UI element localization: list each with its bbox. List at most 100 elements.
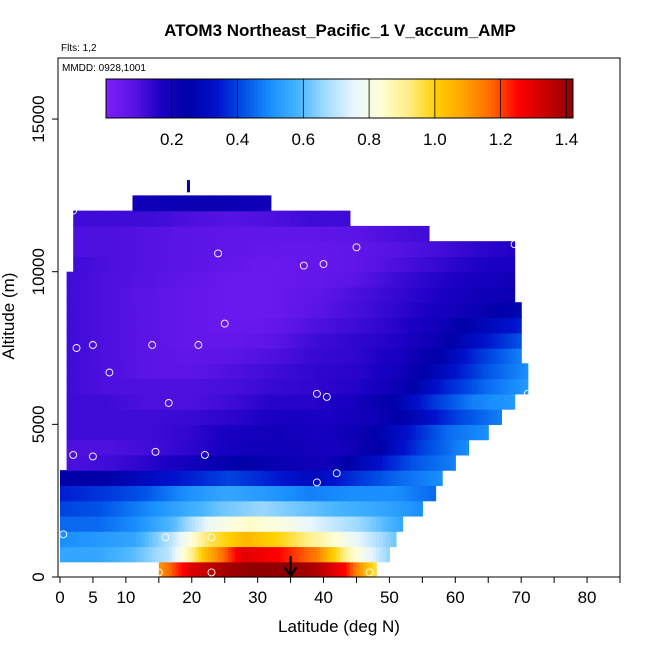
- heatmap-cell: [264, 332, 269, 349]
- heatmap-cell: [396, 378, 400, 395]
- heatmap-cell: [366, 363, 371, 380]
- heatmap-cell: [280, 393, 285, 410]
- heatmap-cell: [422, 454, 427, 471]
- heatmap-cell: [340, 393, 344, 410]
- heatmap-cell: [399, 363, 404, 380]
- heatmap-cell: [343, 317, 348, 334]
- heatmap-cell: [340, 271, 344, 288]
- heatmap-cell: [201, 195, 206, 212]
- heatmap-cell: [175, 225, 180, 242]
- heatmap-cell: [172, 286, 176, 303]
- heatmap-cell: [60, 515, 64, 532]
- heatmap-cell: [221, 531, 226, 548]
- heatmap-cell: [494, 409, 499, 425]
- heatmap-cell: [277, 470, 282, 487]
- heatmap-cell: [356, 363, 361, 380]
- heatmap-cell: [445, 286, 450, 303]
- heatmap-cell: [481, 393, 486, 410]
- heatmap-cell: [419, 348, 423, 364]
- heatmap-cell: [359, 500, 364, 517]
- heatmap-cell: [366, 286, 371, 303]
- heatmap-cell: [132, 424, 137, 441]
- heatmap-cell: [63, 515, 68, 532]
- heatmap-cell: [402, 332, 407, 349]
- heatmap-cell: [260, 363, 265, 380]
- heatmap-cell: [218, 393, 223, 410]
- heatmap-cell: [73, 302, 78, 319]
- heatmap-cell: [251, 470, 255, 487]
- heatmap-cell: [162, 470, 167, 487]
- heatmap-cell: [313, 210, 318, 227]
- heatmap-cell: [504, 332, 509, 349]
- heatmap-cell: [399, 378, 404, 395]
- heatmap-cell: [158, 485, 163, 502]
- colorbar-tick-label: 1.0: [423, 130, 447, 149]
- heatmap-cell: [336, 561, 341, 578]
- heatmap-cell: [195, 546, 199, 563]
- heatmap-cell: [415, 439, 420, 456]
- heatmap-cell: [260, 546, 265, 563]
- heatmap-cell: [293, 271, 298, 288]
- heatmap-cell: [399, 409, 404, 425]
- heatmap-cell: [448, 302, 453, 319]
- heatmap-cell: [438, 302, 443, 319]
- heatmap-cell: [310, 332, 315, 349]
- heatmap-cell: [504, 317, 509, 334]
- heatmap-cell: [382, 409, 387, 425]
- heatmap-cell: [172, 210, 176, 227]
- heatmap-cell: [336, 424, 341, 441]
- heatmap-cell: [280, 302, 285, 319]
- heatmap-cell: [290, 454, 295, 471]
- heatmap-cell: [399, 241, 404, 258]
- heatmap-cell: [102, 317, 107, 334]
- heatmap-cell: [129, 515, 134, 532]
- heatmap-cell: [162, 195, 167, 212]
- heatmap-cell: [300, 546, 305, 563]
- heatmap-cell: [148, 363, 153, 380]
- colorbar-swatch: [316, 79, 321, 118]
- heatmap-cell: [363, 424, 367, 441]
- heatmap-cell: [517, 317, 522, 334]
- heatmap-cell: [175, 454, 180, 471]
- heatmap-cell: [310, 378, 315, 395]
- heatmap-cell: [270, 241, 275, 258]
- heatmap-cell: [241, 531, 246, 548]
- heatmap-cell: [122, 409, 127, 425]
- heatmap-cell: [396, 348, 400, 364]
- heatmap-cell: [178, 317, 183, 334]
- heatmap-cell: [63, 470, 68, 487]
- heatmap-cell: [254, 515, 259, 532]
- heatmap-cell: [488, 256, 493, 273]
- heatmap-cell: [102, 302, 107, 319]
- colorbar-swatch: [382, 79, 387, 118]
- heatmap-cell: [231, 454, 236, 471]
- heatmap-cell: [251, 363, 255, 380]
- observation-point: [69, 450, 78, 459]
- heatmap-cell: [488, 363, 493, 380]
- heatmap-cell: [297, 363, 302, 380]
- heatmap-cell: [366, 546, 371, 563]
- heatmap-cell: [392, 531, 397, 548]
- heatmap-cell: [165, 409, 170, 425]
- heatmap-cell: [316, 531, 321, 548]
- heatmap-cell: [224, 210, 229, 227]
- heatmap-cell: [372, 485, 377, 502]
- heatmap-cell: [76, 454, 81, 471]
- heatmap-cell: [363, 500, 367, 517]
- heatmap-cell: [96, 515, 101, 532]
- heatmap-cell: [142, 195, 147, 212]
- heatmap-cell: [122, 271, 127, 288]
- x-tick-label: 10: [116, 588, 135, 607]
- heatmap-cell: [165, 561, 170, 578]
- heatmap-cell: [142, 439, 147, 456]
- heatmap-cell: [310, 515, 315, 532]
- heatmap-cell: [349, 439, 354, 456]
- heatmap-cell: [501, 271, 506, 288]
- colorbar-swatch: [456, 79, 461, 118]
- heatmap-cell: [214, 531, 219, 548]
- heatmap-cell: [277, 256, 282, 273]
- heatmap-cell: [79, 241, 84, 258]
- heatmap-cell: [293, 454, 298, 471]
- heatmap-cell: [415, 256, 420, 273]
- observation-point: [105, 368, 114, 377]
